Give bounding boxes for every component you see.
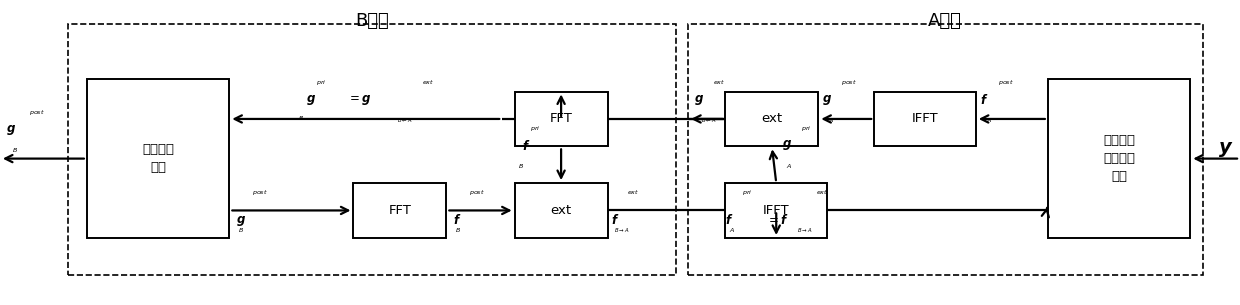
Text: $\boldsymbol{g}$: $\boldsymbol{g}$ <box>236 214 246 228</box>
Text: IFFT: IFFT <box>911 113 939 125</box>
Text: A模块: A模块 <box>928 12 962 30</box>
Text: $_{B\rightarrow A}$: $_{B\rightarrow A}$ <box>797 226 813 235</box>
Text: $^{pri}$: $^{pri}$ <box>742 189 751 198</box>
Bar <box>725 183 827 238</box>
Text: $_{B\rightarrow A}$: $_{B\rightarrow A}$ <box>614 226 630 235</box>
Text: $_{A}$: $_{A}$ <box>828 116 835 125</box>
Text: $\boldsymbol{g}$: $\boldsymbol{g}$ <box>694 93 704 107</box>
Text: $\boldsymbol{f}$: $\boldsymbol{f}$ <box>980 93 988 107</box>
Text: $_{A}$: $_{A}$ <box>729 226 735 235</box>
Text: $_{A}$: $_{A}$ <box>986 116 992 125</box>
Text: 线性最小
方差处理
模块: 线性最小 方差处理 模块 <box>1104 134 1135 183</box>
Bar <box>68 24 676 274</box>
Text: $_{B}$: $_{B}$ <box>298 114 304 124</box>
Bar <box>725 92 818 146</box>
Text: FFT: FFT <box>549 113 573 125</box>
Text: $^{post}$: $^{post}$ <box>252 189 268 198</box>
Text: FFT: FFT <box>388 204 412 217</box>
Text: $_{B}$: $_{B}$ <box>12 146 19 156</box>
Text: $^{pri}$: $^{pri}$ <box>529 125 541 134</box>
Text: $\boldsymbol{g}$: $\boldsymbol{g}$ <box>6 123 16 137</box>
Bar <box>353 183 446 238</box>
Text: $\boldsymbol{f}$: $\boldsymbol{f}$ <box>522 138 529 152</box>
Text: $\boldsymbol{f}$: $\boldsymbol{f}$ <box>611 214 620 228</box>
Text: $^{pri}$: $^{pri}$ <box>801 125 811 134</box>
Text: $_{B\leftarrow A}$: $_{B\leftarrow A}$ <box>397 116 413 125</box>
Bar <box>1048 79 1190 238</box>
Text: $_{A}$: $_{A}$ <box>786 162 792 171</box>
Text: 稀疏处理
模块: 稀疏处理 模块 <box>143 143 174 174</box>
Bar <box>688 24 1203 274</box>
Text: $=\boldsymbol{g}$: $=\boldsymbol{g}$ <box>347 93 372 107</box>
Text: $^{ext}$: $^{ext}$ <box>422 79 434 88</box>
Text: $=\boldsymbol{f}$: $=\boldsymbol{f}$ <box>766 214 789 228</box>
Text: $\boldsymbol{f}$: $\boldsymbol{f}$ <box>453 214 461 228</box>
Text: $_{B}$: $_{B}$ <box>518 162 523 171</box>
Text: $^{post}$: $^{post}$ <box>998 79 1014 88</box>
Text: $\boldsymbol{g}$: $\boldsymbol{g}$ <box>782 138 792 152</box>
Text: $\boldsymbol{f}$: $\boldsymbol{f}$ <box>725 214 734 228</box>
Text: $^{ext}$: $^{ext}$ <box>627 189 640 198</box>
Text: B模块: B模块 <box>355 12 389 30</box>
Text: ext: ext <box>761 113 782 125</box>
Text: $\boldsymbol{g}$: $\boldsymbol{g}$ <box>822 93 832 107</box>
Text: ext: ext <box>551 204 572 217</box>
Text: $^{ext}$: $^{ext}$ <box>816 189 828 198</box>
Text: $^{pri}$: $^{pri}$ <box>316 79 326 88</box>
Text: $_{B\leftarrow A}$: $_{B\leftarrow A}$ <box>701 116 717 125</box>
Bar <box>874 92 976 146</box>
Text: $_{B}$: $_{B}$ <box>238 226 244 235</box>
Bar <box>515 92 608 146</box>
Text: $\boldsymbol{y}$: $\boldsymbol{y}$ <box>1219 140 1234 159</box>
Text: $^{post}$: $^{post}$ <box>469 189 485 198</box>
Bar <box>515 183 608 238</box>
Text: $^{ext}$: $^{ext}$ <box>713 79 725 88</box>
Bar <box>87 79 229 238</box>
Text: IFFT: IFFT <box>763 204 790 217</box>
Text: $^{post}$: $^{post}$ <box>29 110 45 119</box>
Text: $\boldsymbol{g}$: $\boldsymbol{g}$ <box>306 93 316 107</box>
Text: $_{B}$: $_{B}$ <box>455 226 461 235</box>
Text: $^{post}$: $^{post}$ <box>841 79 857 88</box>
